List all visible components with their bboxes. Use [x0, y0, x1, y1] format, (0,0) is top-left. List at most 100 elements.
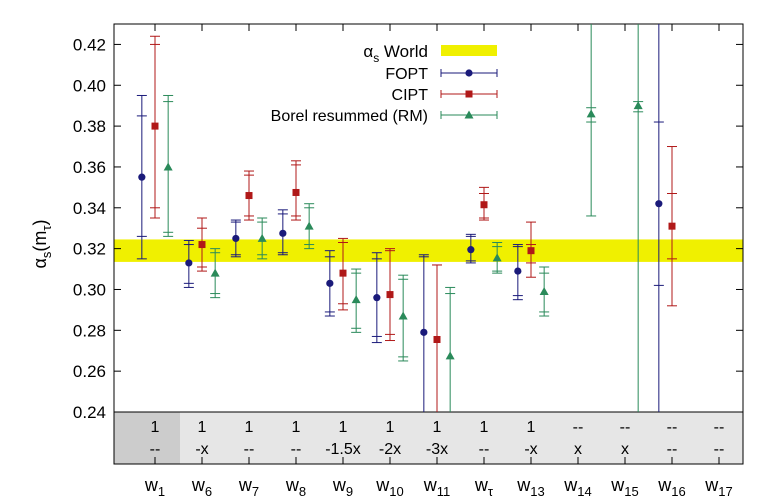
series-fopt [136, 24, 664, 412]
x-tick-label: w8 [285, 475, 306, 499]
data-marker [464, 110, 474, 119]
data-marker [151, 122, 159, 130]
data-marker [326, 279, 334, 287]
legend-label: CIPT [392, 87, 429, 104]
data-marker [433, 336, 441, 344]
weight-row2-cell: x [621, 441, 629, 458]
data-marker [586, 109, 596, 118]
data-marker [465, 90, 473, 98]
x-tick-label: w10 [375, 475, 403, 499]
series-cipt [150, 35, 677, 412]
data-marker [539, 287, 549, 296]
data-marker [339, 269, 347, 277]
y-tick-label: 0.34 [73, 199, 106, 218]
x-tick-label: w14 [563, 475, 591, 499]
weights-table: 1 1 1 1 1 1 1 1 1 -- -- -- -- -- -x -- -- -1.5x -2x -3x -- -x… [114, 412, 743, 464]
data-marker [245, 192, 253, 200]
data-marker [185, 259, 193, 267]
axis-labels: w1 w6 w7 w8 w9 w10 w11 wτ w13 w14 w15 w16 w17 αs(mτ) [30, 219, 733, 499]
data-marker [304, 221, 314, 230]
data-marker [138, 173, 146, 181]
weight-row2-cell: -- [714, 441, 725, 458]
x-tick-label: w17 [704, 475, 732, 499]
data-marker [279, 229, 287, 237]
data-marker [668, 222, 676, 230]
y-tick-label: 0.40 [73, 76, 106, 95]
data-marker [465, 69, 473, 77]
legend-label: Borel resummed (RM) [271, 108, 428, 125]
weights-table-highlight [114, 412, 180, 464]
weight-row1-cell: -- [667, 419, 678, 436]
weight-row2-cell: -- [667, 441, 678, 458]
world-band-rect [114, 239, 743, 262]
data-marker [655, 200, 663, 208]
data-marker [398, 311, 408, 320]
x-tick-label: w11 [423, 475, 451, 499]
data-marker [492, 253, 502, 262]
legend-label: FOPT [385, 66, 428, 83]
y-tick-label: 0.42 [73, 35, 106, 54]
weight-row1-cell: -- [714, 419, 725, 436]
data-marker [445, 351, 455, 360]
data-series [136, 24, 677, 412]
weight-row1-cell: 1 [386, 419, 395, 436]
data-marker [633, 101, 643, 110]
data-marker [292, 188, 300, 196]
y-tick-label: 0.30 [73, 280, 106, 299]
data-marker [527, 247, 535, 255]
data-marker [257, 233, 267, 242]
data-marker [480, 201, 488, 209]
weight-row1-cell: 1 [339, 419, 348, 436]
x-tick-label: w7 [238, 475, 259, 499]
weight-row1-cell: 1 [198, 419, 207, 436]
weight-row2-cell: -x [195, 441, 208, 458]
data-marker [198, 241, 206, 249]
x-tick-label: wτ [474, 475, 494, 499]
legend-world-swatch [441, 45, 497, 56]
y-tick-label: 0.26 [73, 362, 106, 381]
weights-table-bg [114, 412, 743, 464]
weight-row1-cell: 1 [480, 419, 489, 436]
data-marker [163, 162, 173, 171]
x-tick-label: w1 [144, 475, 165, 499]
y-tick-label: 0.32 [73, 240, 106, 259]
x-tick-label: w6 [191, 475, 212, 499]
weight-row2-cell: -2x [379, 441, 401, 458]
plot-frame [113, 23, 744, 465]
weight-row2-cell: -3x [426, 441, 448, 458]
weight-row1-cell: 1 [292, 419, 301, 436]
data-marker [232, 234, 240, 243]
weight-row2-cell: -- [479, 441, 490, 458]
data-marker [351, 295, 361, 304]
data-marker [514, 267, 522, 275]
weight-row2-cell: -x [524, 441, 537, 458]
weight-row1-cell: 1 [245, 419, 254, 436]
data-marker [210, 268, 220, 277]
x-tick-label: w15 [610, 475, 638, 499]
weight-row1-cell: 1 [527, 419, 536, 436]
world-average-band [114, 239, 743, 262]
y-axis-label: αs(mτ) [30, 219, 54, 268]
weight-row2-cell: x [574, 441, 582, 458]
legend-world-label: αs World [363, 42, 428, 65]
x-tick-label: w13 [516, 475, 544, 499]
data-marker [467, 246, 475, 254]
weight-row2-cell: -- [244, 441, 255, 458]
y-tick-label: 0.28 [73, 321, 106, 340]
y-tick-label: 0.24 [73, 403, 106, 422]
weight-row1-cell: -- [573, 419, 584, 436]
data-marker [420, 328, 428, 336]
weight-row1-cell: -- [620, 419, 631, 436]
data-marker [373, 294, 381, 302]
x-tick-label: w9 [332, 475, 353, 499]
data-marker [386, 291, 394, 299]
weight-row1-cell: 1 [433, 419, 442, 436]
series-borel [163, 24, 644, 412]
weight-row2-cell: -- [150, 441, 161, 458]
weight-row2-cell: -1.5x [325, 441, 361, 458]
x-tick-label: w16 [657, 475, 685, 499]
y-tick-label: 0.36 [73, 158, 106, 177]
weight-row1-cell: 1 [151, 419, 160, 436]
